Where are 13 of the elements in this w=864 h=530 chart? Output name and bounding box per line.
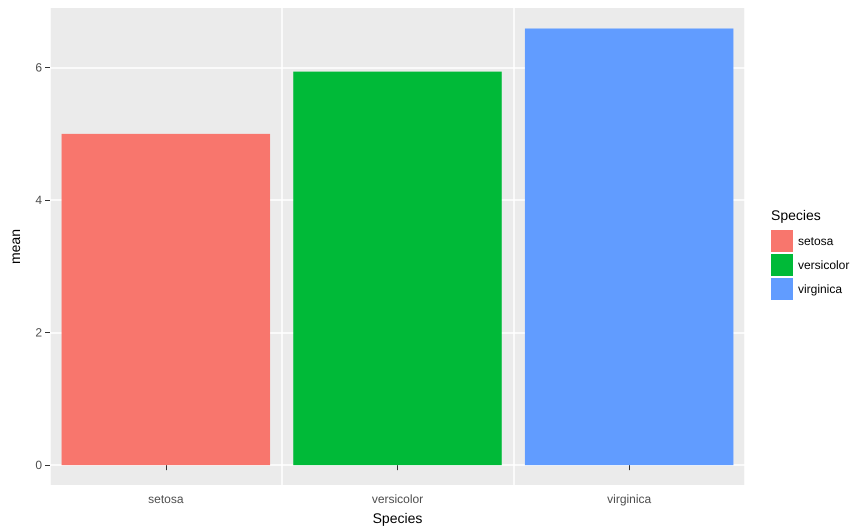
x-axis-title: Species — [372, 510, 422, 526]
legend-label: virginica — [798, 282, 842, 296]
x-tick-label: versicolor — [372, 492, 424, 506]
y-axis-title: mean — [7, 228, 23, 264]
legend-title: Species — [771, 207, 821, 223]
y-tick-label: 4 — [35, 193, 42, 208]
legend-label: versicolor — [798, 258, 850, 272]
y-tick-label: 6 — [35, 60, 42, 75]
x-tick-label: virginica — [607, 492, 652, 506]
x-tick-label: setosa — [148, 492, 184, 506]
y-tick-label: 0 — [35, 458, 42, 472]
legend-label: setosa — [798, 234, 834, 248]
y-tick-label: 2 — [35, 326, 42, 340]
